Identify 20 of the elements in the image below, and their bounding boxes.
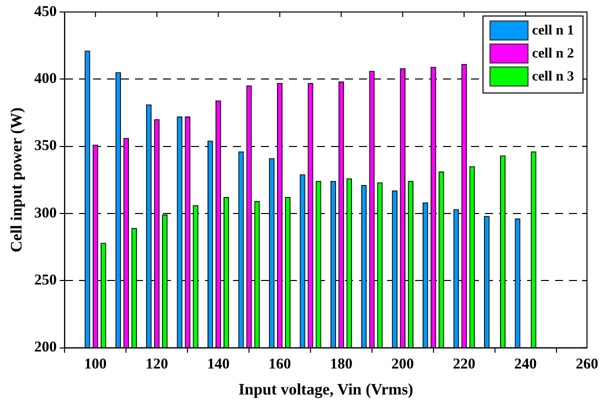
x-tick-label: 160 bbox=[268, 356, 292, 373]
x-tick-label: 240 bbox=[514, 356, 537, 373]
y-axis-title: Cell input power (W) bbox=[8, 107, 26, 252]
y-tick-label: 400 bbox=[34, 71, 57, 88]
x-tick-label: 200 bbox=[391, 356, 414, 373]
x-tick-label: 140 bbox=[207, 356, 230, 373]
legend-label: cell n 1 bbox=[532, 24, 574, 39]
x-axis-title: Input voltage, Vin (Vrms) bbox=[238, 382, 414, 399]
legend-label: cell n 2 bbox=[532, 46, 574, 62]
y-tick-label: 450 bbox=[34, 4, 57, 20]
x-tick-label: 220 bbox=[452, 356, 476, 373]
x-tick-label: 100 bbox=[84, 356, 107, 373]
x-tick-label: 120 bbox=[146, 356, 168, 373]
y-tick-label: 200 bbox=[34, 340, 57, 356]
x-tick-label: 180 bbox=[330, 356, 352, 373]
legend-label: cell n 3 bbox=[532, 70, 574, 85]
y-tick-label: 250 bbox=[34, 272, 57, 289]
x-tick-label: 260 bbox=[576, 356, 598, 373]
y-tick-label: 300 bbox=[34, 205, 57, 222]
y-tick-label: 350 bbox=[34, 138, 57, 154]
